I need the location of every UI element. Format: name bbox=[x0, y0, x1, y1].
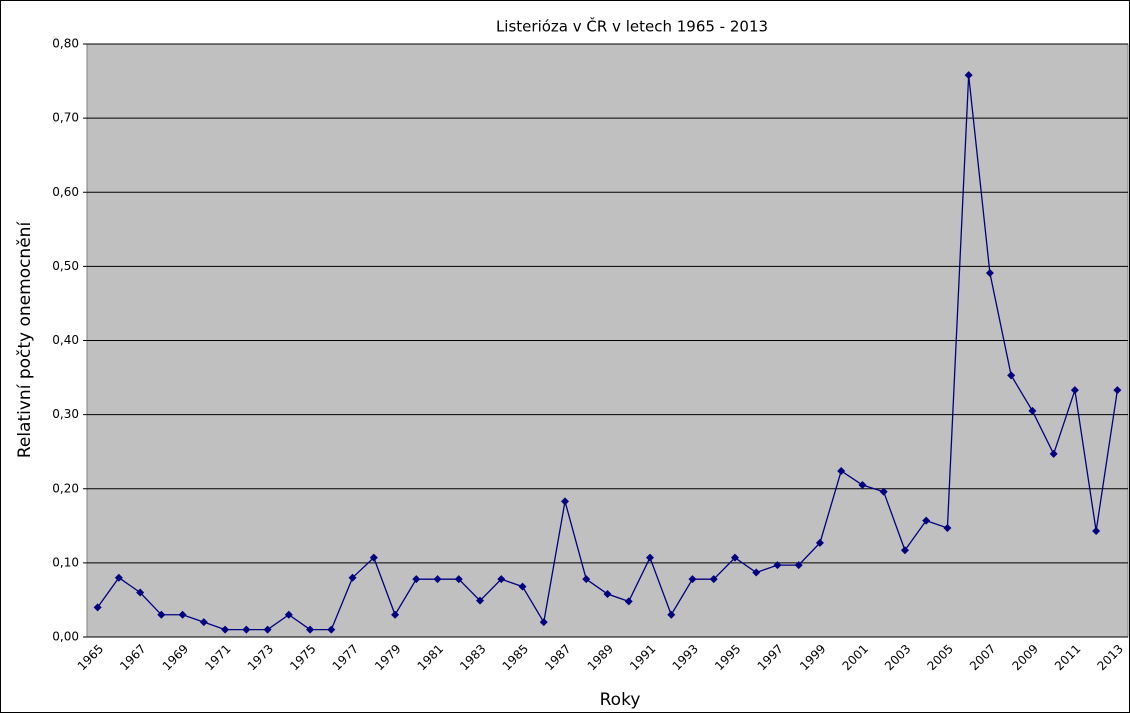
y-tick-label: 0,50 bbox=[52, 259, 79, 273]
marker bbox=[709, 575, 718, 584]
y-axis-title: Relativní počty onemocnění bbox=[15, 221, 35, 459]
y-tick-label: 0,00 bbox=[52, 630, 79, 644]
marker bbox=[815, 538, 824, 547]
marker bbox=[433, 575, 442, 584]
marker bbox=[114, 573, 123, 582]
marker bbox=[1049, 449, 1058, 458]
y-tick-label: 0,30 bbox=[52, 407, 79, 421]
marker bbox=[858, 481, 867, 490]
marker bbox=[879, 487, 888, 496]
marker bbox=[688, 575, 697, 584]
marker bbox=[412, 575, 421, 584]
marker bbox=[497, 575, 506, 584]
marker bbox=[327, 625, 336, 634]
marker bbox=[391, 610, 400, 619]
x-axis-title: Roky bbox=[600, 690, 641, 710]
marker bbox=[773, 561, 782, 570]
marker bbox=[178, 610, 187, 619]
y-tick-label: 0,80 bbox=[52, 37, 79, 51]
marker bbox=[93, 603, 102, 612]
marker bbox=[157, 610, 166, 619]
marker bbox=[1070, 386, 1079, 395]
marker bbox=[624, 597, 633, 606]
marker bbox=[922, 516, 931, 525]
marker bbox=[794, 561, 803, 570]
marker bbox=[454, 575, 463, 584]
marker bbox=[603, 590, 612, 599]
marker bbox=[1092, 527, 1101, 536]
marker bbox=[582, 575, 591, 584]
marker bbox=[518, 582, 527, 591]
marker bbox=[242, 625, 251, 634]
marker bbox=[645, 553, 654, 562]
marker bbox=[752, 568, 761, 577]
marker bbox=[263, 625, 272, 634]
marker bbox=[136, 588, 145, 597]
marker bbox=[306, 625, 315, 634]
y-tick-label: 0,60 bbox=[52, 185, 79, 199]
chart-title: Listerióza v ČR v letech 1965 - 2013 bbox=[496, 17, 768, 36]
marker bbox=[561, 497, 570, 506]
marker bbox=[900, 546, 909, 555]
marker bbox=[199, 618, 208, 627]
marker bbox=[476, 596, 485, 605]
y-tick-label: 0,70 bbox=[52, 111, 79, 125]
marker bbox=[667, 610, 676, 619]
marker bbox=[985, 269, 994, 278]
marker bbox=[837, 466, 846, 475]
marker bbox=[1007, 371, 1016, 380]
marker bbox=[1028, 406, 1037, 415]
y-tick-label: 0,40 bbox=[52, 333, 79, 347]
marker bbox=[221, 625, 230, 634]
y-tick-label: 0,20 bbox=[52, 481, 79, 495]
marker bbox=[348, 573, 357, 582]
marker bbox=[1113, 386, 1122, 395]
marker bbox=[964, 71, 973, 80]
y-tick-label: 0,10 bbox=[52, 555, 79, 569]
marker bbox=[369, 553, 378, 562]
marker bbox=[284, 610, 293, 619]
marker bbox=[943, 524, 952, 533]
marker bbox=[730, 553, 739, 562]
marker bbox=[539, 618, 548, 627]
